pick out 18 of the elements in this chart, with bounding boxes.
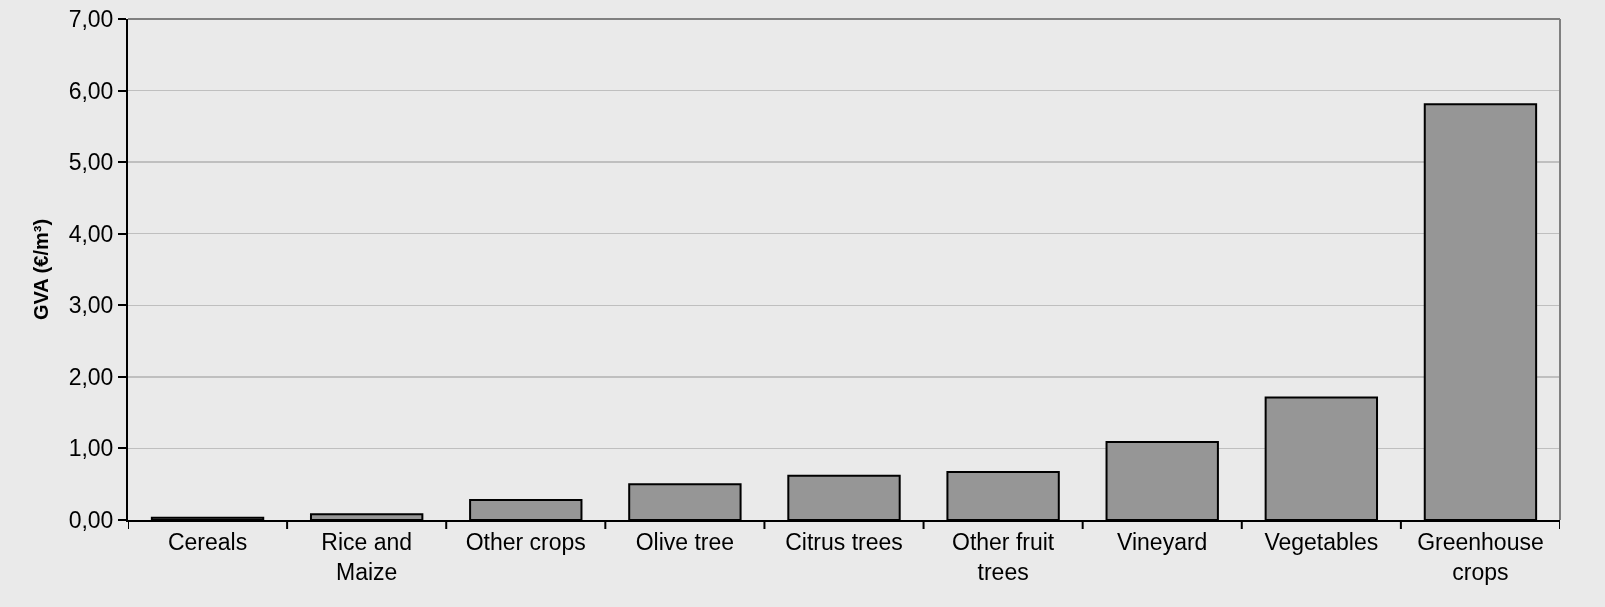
x-tick-label: Rice and Maize xyxy=(321,528,413,585)
x-tick-label: Olive tree xyxy=(635,528,735,555)
x-tick-label: Vineyard xyxy=(1117,528,1208,555)
y-axis-title: GVA (€/m³) xyxy=(29,218,52,321)
x-tick-label: Vegetables xyxy=(1264,528,1379,555)
x-tick-label: Other fruit trees xyxy=(951,528,1055,585)
y-tick-label: 4,00 xyxy=(68,220,114,247)
x-tick-label: Greenhouse crops xyxy=(1417,528,1544,585)
y-tick-label: 7,00 xyxy=(68,6,114,33)
x-tick-label: Cereals xyxy=(167,528,248,555)
y-tick-label: 5,00 xyxy=(68,149,114,176)
y-tick-label: 6,00 xyxy=(68,77,114,104)
y-tick-label: 3,00 xyxy=(68,292,114,319)
y-tick-label: 0,00 xyxy=(68,507,114,534)
y-tick-label: 1,00 xyxy=(68,435,114,462)
x-tick-label: Other crops xyxy=(465,528,586,555)
x-tick-label: Citrus trees xyxy=(785,528,903,555)
y-tick-label: 2,00 xyxy=(68,363,114,390)
